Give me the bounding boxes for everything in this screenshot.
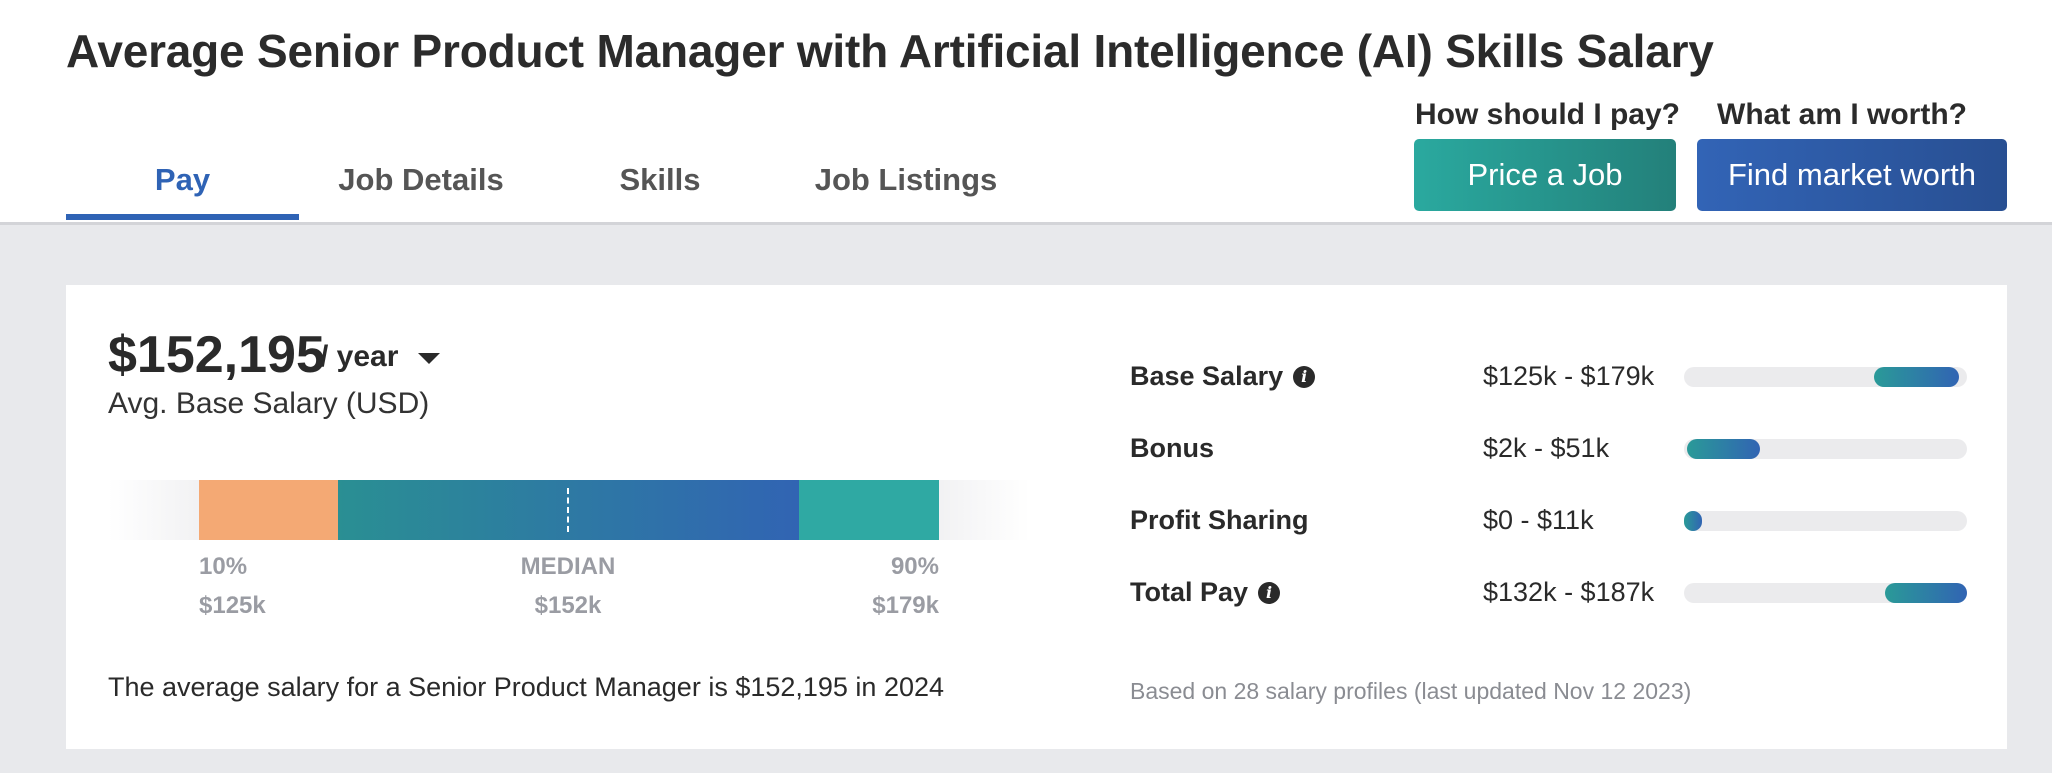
percentile-90-value: $179k	[872, 592, 939, 619]
active-tab-indicator	[66, 214, 299, 220]
worth-prompt: What am I worth?	[1717, 98, 1967, 131]
total-pay-label: Total Pay i	[1130, 577, 1281, 608]
base-salary-label: Base Salary i	[1130, 361, 1316, 392]
percentile-10-value: $125k	[199, 592, 266, 619]
bonus-bar	[1684, 439, 1967, 459]
salary-card: $152,195 / year Avg. Base Salary (USD) 1…	[66, 285, 2007, 749]
profit-sharing-bar-fill	[1684, 511, 1702, 531]
total-pay-bar	[1684, 583, 1967, 603]
header: Average Senior Product Manager with Arti…	[0, 0, 2052, 225]
base-salary-range: $125k - $179k	[1483, 361, 1655, 391]
base-salary-bar	[1684, 367, 1967, 387]
total-pay-bar-fill	[1884, 583, 1967, 603]
profit-sharing-text: Profit Sharing	[1130, 505, 1309, 535]
percentile-10-label: 10%	[199, 553, 248, 580]
bonus-range: $2k - $51k	[1483, 433, 1610, 463]
range-segment-high	[799, 480, 939, 540]
total-pay-range: $132k - $187k	[1483, 577, 1655, 607]
salary-amount: $152,195	[108, 326, 325, 384]
bonus-text: Bonus	[1130, 433, 1214, 463]
salary-profiles-footnote: Based on 28 salary profiles (last update…	[1130, 678, 1692, 704]
total-pay-text: Total Pay	[1130, 577, 1249, 607]
percentile-median-value: $152k	[534, 592, 602, 619]
info-icon[interactable]: i	[1258, 581, 1281, 604]
salary-subtitle: Avg. Base Salary (USD)	[108, 387, 430, 420]
page-title: Average Senior Product Manager with Arti…	[66, 25, 1714, 77]
profit-sharing-range: $0 - $11k	[1483, 505, 1594, 535]
median-marker	[567, 488, 569, 532]
profit-sharing-label: Profit Sharing	[1130, 505, 1309, 536]
percentile-median-label: MEDIAN	[520, 553, 616, 580]
find-market-worth-button[interactable]: Find market worth	[1697, 139, 2007, 211]
range-segment-low	[199, 480, 338, 540]
pay-prompt: How should I pay?	[1415, 98, 1681, 131]
salary-period-dropdown[interactable]: / year	[320, 340, 399, 373]
salary-summary: The average salary for a Senior Product …	[108, 672, 945, 702]
profit-sharing-bar	[1684, 511, 1967, 531]
bonus-label: Bonus	[1130, 433, 1214, 464]
base-salary-text: Base Salary	[1130, 361, 1284, 391]
bonus-bar-fill	[1686, 439, 1761, 459]
price-a-job-button[interactable]: Price a Job	[1414, 139, 1676, 211]
base-salary-bar-fill	[1873, 367, 1959, 387]
tab-skills[interactable]: Skills	[619, 162, 701, 197]
tab-job-details[interactable]: Job Details	[338, 162, 504, 197]
tab-pay[interactable]: Pay	[154, 162, 211, 197]
tab-job-listings[interactable]: Job Listings	[814, 162, 998, 197]
info-icon[interactable]: i	[1293, 365, 1316, 388]
chevron-down-icon[interactable]	[418, 353, 440, 364]
percentile-90-label: 90%	[890, 553, 939, 580]
